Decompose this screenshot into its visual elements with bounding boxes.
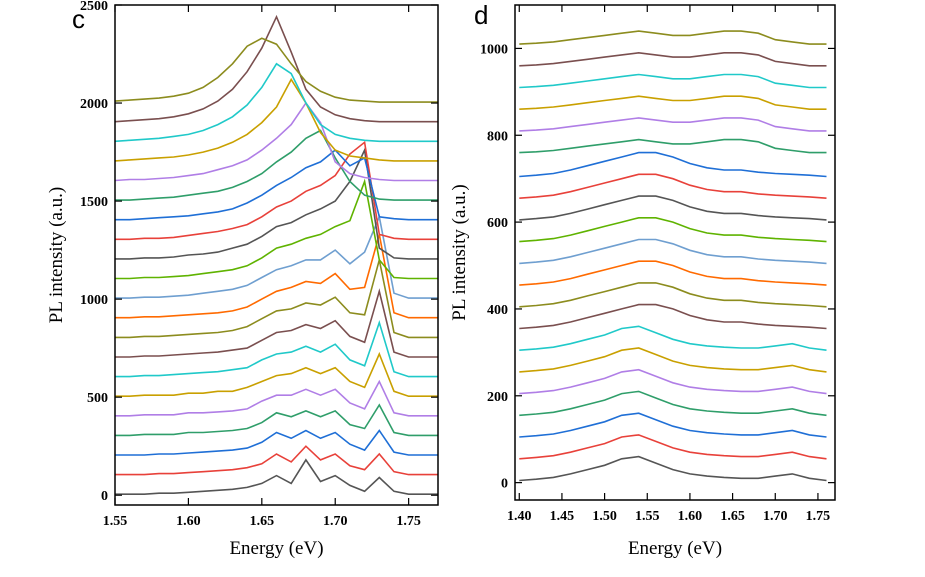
y-tick-label: 400 — [487, 303, 508, 318]
spectrum-line — [519, 455, 827, 482]
spectrum-line — [115, 351, 438, 397]
spectrum-line — [519, 260, 827, 286]
x-tick-label: 1.70 — [323, 514, 348, 529]
x-axis-label: Energy (eV) — [628, 538, 722, 559]
spectrum-line — [519, 95, 827, 110]
spectrum-line — [519, 30, 827, 45]
spectrum-line — [519, 173, 827, 199]
panel-label: c — [72, 4, 85, 34]
spectrum-line — [519, 347, 827, 373]
spectrum-line — [519, 195, 827, 221]
spectrum-line — [519, 412, 827, 438]
spectrum-line — [519, 325, 827, 351]
y-tick-label: 200 — [487, 390, 508, 405]
spectrum-line — [519, 73, 827, 89]
y-axis-label: PL intensity (a.u.) — [46, 187, 67, 324]
spectrum-line — [519, 238, 827, 265]
plot-frame — [514, 4, 836, 501]
y-axis-label: PL intensity (a.u.) — [449, 184, 470, 321]
y-tick-label: 2500 — [80, 0, 108, 14]
y-tick-label: 800 — [487, 129, 508, 144]
spectrum-line — [519, 282, 827, 308]
spectrum-line — [115, 37, 438, 103]
panel-label: d — [474, 0, 488, 30]
spectrum-line — [115, 14, 438, 123]
y-tick-label: 1000 — [480, 42, 508, 57]
spectrum-line — [519, 117, 827, 132]
spectrum-line — [115, 129, 438, 201]
plot-frame — [114, 4, 439, 506]
x-tick-label: 1.75 — [396, 514, 421, 529]
y-tick-label: 600 — [487, 216, 508, 231]
spectrum-line — [519, 390, 827, 417]
spectrum-line — [115, 214, 438, 299]
spectrum-line — [115, 77, 438, 162]
y-tick-label: 1000 — [80, 293, 108, 308]
spectrum-line — [115, 429, 438, 456]
spectrum-line — [115, 379, 438, 417]
y-tick-label: 0 — [101, 489, 108, 504]
spectrum-line — [115, 234, 438, 319]
x-tick-label: 1.65 — [720, 509, 745, 524]
x-tick-label: 1.50 — [592, 509, 617, 524]
spectrum-line — [115, 140, 438, 241]
y-tick-label: 2000 — [80, 97, 108, 112]
x-tick-label: 1.75 — [806, 509, 831, 524]
x-tick-label: 1.65 — [250, 514, 275, 529]
spectrum-line — [115, 403, 438, 437]
traces — [115, 14, 438, 495]
x-tick-label: 1.55 — [635, 509, 660, 524]
spectrum-line — [519, 51, 827, 67]
x-tick-label: 1.70 — [763, 509, 788, 524]
spectrum-line — [519, 434, 827, 460]
x-tick-label: 1.55 — [103, 514, 128, 529]
x-tick-label: 1.40 — [507, 509, 532, 524]
y-tick-label: 1500 — [80, 195, 108, 210]
spectrum-line — [115, 62, 438, 143]
x-axis-label: Energy (eV) — [229, 538, 323, 559]
spectrum-line — [115, 178, 438, 280]
spectrum-line — [519, 303, 827, 330]
spectrum-line — [115, 458, 438, 495]
spectrum-line — [519, 151, 827, 178]
spectrum-line — [519, 138, 827, 154]
y-tick-label: 500 — [87, 391, 108, 406]
spectrum-line — [519, 217, 827, 243]
x-tick-label: 1.45 — [550, 509, 575, 524]
spectrum-line — [519, 368, 827, 395]
traces — [519, 30, 827, 482]
x-tick-label: 1.60 — [176, 514, 201, 529]
spectrum-line — [115, 147, 438, 260]
spectrum-line — [115, 101, 438, 182]
spectrum-line — [115, 288, 438, 358]
y-tick-label: 0 — [501, 477, 508, 492]
x-tick-label: 1.60 — [678, 509, 703, 524]
spectrum-line — [115, 259, 438, 339]
spectrum-line — [115, 149, 438, 221]
spectrum-line — [115, 319, 438, 378]
spectrum-line — [115, 445, 438, 476]
